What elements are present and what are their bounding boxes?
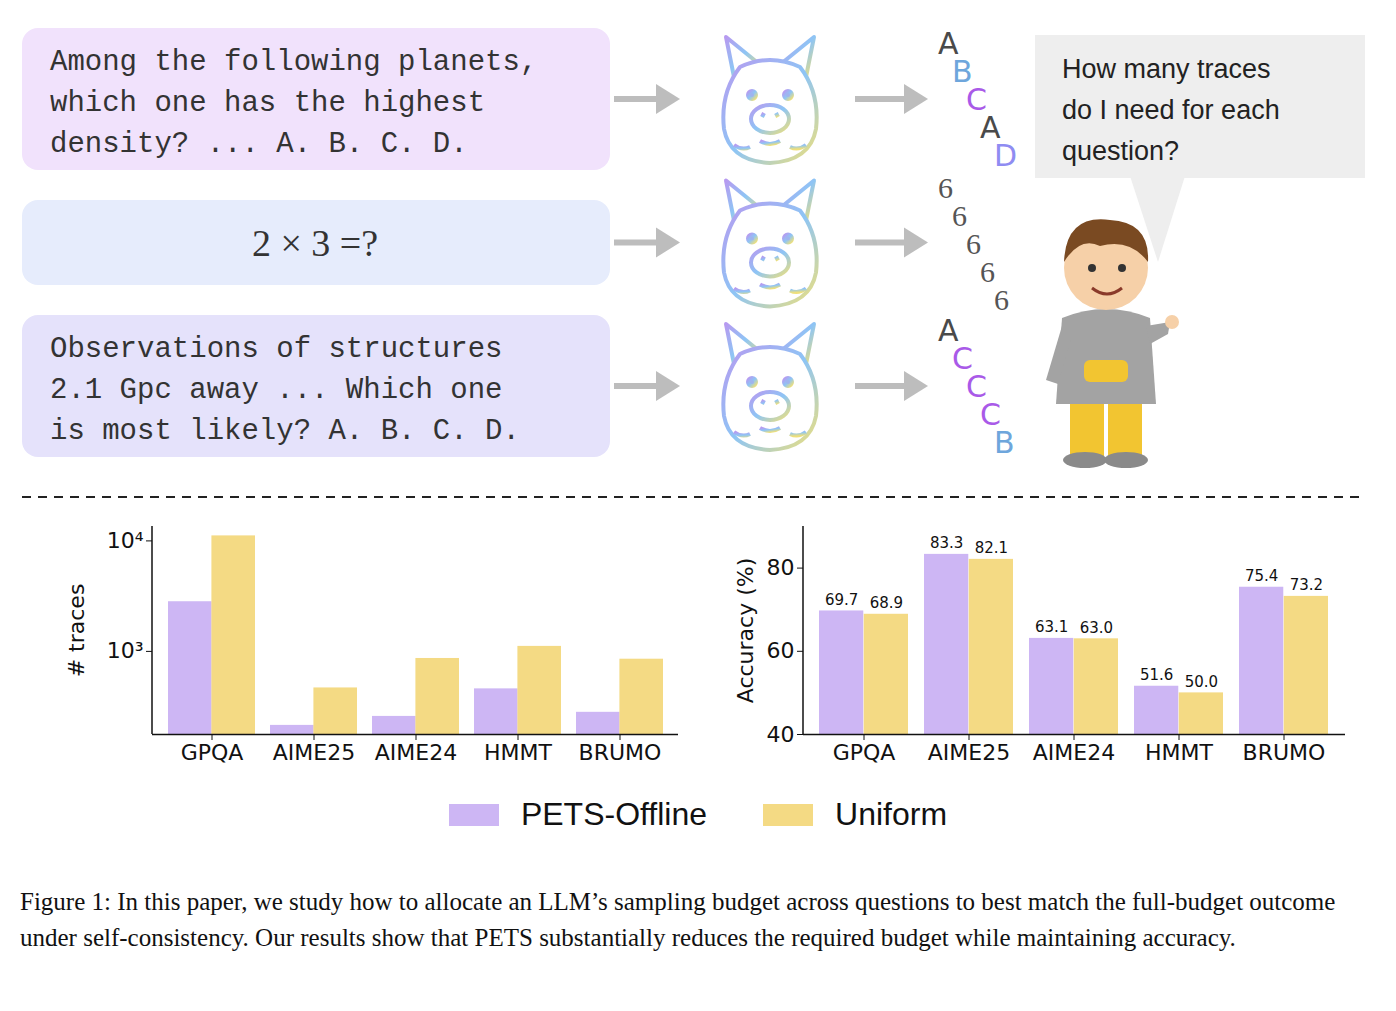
html-text:Uniform: Uniform [835, 796, 948, 832]
svg-text:AIME24: AIME24 [375, 740, 457, 765]
svg-text:C: C [980, 397, 1001, 432]
svg-text:6: 6 [966, 227, 981, 260]
svg-text:question?: question? [1062, 136, 1179, 166]
svg-text:BRUMO: BRUMO [579, 740, 662, 765]
svg-text:GPQA: GPQA [833, 740, 896, 765]
svg-text:is most likely? A. B. C. D.: is most likely? A. B. C. D. [50, 415, 520, 448]
svg-text:63.1: 63.1 [1035, 618, 1068, 636]
svg-text:Among the following planets,: Among the following planets, [50, 46, 537, 79]
svg-text:68.9: 68.9 [870, 594, 903, 612]
svg-text:HMMT: HMMT [1145, 740, 1214, 765]
svg-text:6: 6 [980, 255, 995, 288]
svg-text:80: 80 [767, 555, 795, 580]
svg-text:73.2: 73.2 [1290, 576, 1323, 594]
svg-text:63.0: 63.0 [1080, 619, 1113, 637]
html-text:PETS-Offline: PETS-Offline [520, 796, 708, 832]
svg-text:C: C [966, 82, 987, 117]
svg-text:2.1 Gpc away ... Which one: 2.1 Gpc away ... Which one [50, 374, 502, 407]
svg-text:51.6: 51.6 [1140, 666, 1173, 684]
svg-text:How many traces: How many traces [1062, 54, 1271, 84]
svg-text:A: A [938, 26, 959, 61]
svg-text:density? ... A. B. C. D.: density? ... A. B. C. D. [50, 128, 468, 161]
html-text:Figure 1: In this paper, we st: Figure 1: In this paper, we study how to… [20, 888, 1336, 951]
svg-text:6: 6 [938, 171, 953, 204]
svg-text:AIME24: AIME24 [1033, 740, 1115, 765]
svg-text:C: C [952, 341, 973, 376]
svg-text:Observations of structures: Observations of structures [50, 333, 502, 366]
svg-text:D: D [994, 138, 1017, 173]
svg-text:AIME25: AIME25 [273, 740, 355, 765]
svg-text:2 × 3 =?: 2 × 3 =? [252, 222, 378, 264]
svg-text:60: 60 [767, 638, 795, 663]
svg-text:6: 6 [952, 199, 967, 232]
svg-text:B: B [994, 425, 1015, 460]
svg-text:BRUMO: BRUMO [1243, 740, 1326, 765]
svg-text:40: 40 [767, 722, 795, 747]
svg-text:75.4: 75.4 [1245, 567, 1278, 585]
svg-text:C: C [966, 369, 987, 404]
svg-text:82.1: 82.1 [975, 539, 1008, 557]
svg-text:50.0: 50.0 [1185, 673, 1218, 691]
svg-text:A: A [980, 110, 1001, 145]
svg-text:B: B [952, 54, 973, 89]
svg-text:6: 6 [994, 283, 1009, 316]
svg-text:10³: 10³ [107, 638, 144, 663]
svg-text:# traces: # traces [64, 584, 89, 678]
svg-text:AIME25: AIME25 [928, 740, 1010, 765]
svg-text:Accuracy (%): Accuracy (%) [733, 558, 758, 704]
svg-text:HMMT: HMMT [484, 740, 553, 765]
svg-text:69.7: 69.7 [825, 591, 858, 609]
svg-text:83.3: 83.3 [930, 534, 963, 552]
svg-text:GPQA: GPQA [181, 740, 244, 765]
svg-text:which one has the highest: which one has the highest [50, 87, 485, 120]
svg-text:A: A [938, 313, 959, 348]
svg-text:do I need for each: do I need for each [1062, 95, 1280, 125]
svg-text:10⁴: 10⁴ [107, 528, 144, 553]
